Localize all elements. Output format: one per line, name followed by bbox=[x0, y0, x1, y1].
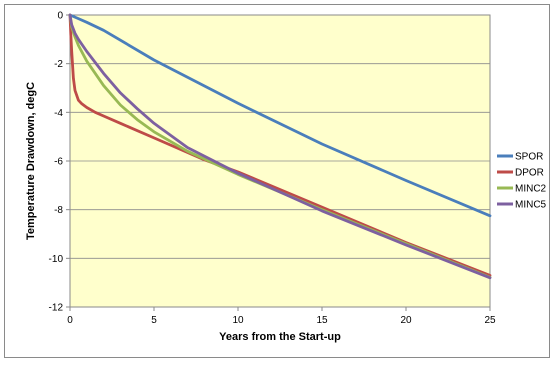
legend-label-minc2: MINC2 bbox=[515, 184, 547, 195]
y-tick-label: 0 bbox=[57, 11, 63, 22]
y-tick-label: -2 bbox=[54, 59, 63, 70]
x-axis-title: Years from the Start-up bbox=[219, 331, 341, 343]
x-tick-label: 10 bbox=[232, 315, 244, 326]
legend: SPOR DPOR MINC2 MINC5 bbox=[497, 152, 547, 211]
y-tick-label: -12 bbox=[49, 303, 64, 314]
x-tick-label: 15 bbox=[316, 315, 328, 326]
series-line-dpor bbox=[68, 13, 492, 277]
x-tick-label: 5 bbox=[151, 315, 157, 326]
legend-label-minc5: MINC5 bbox=[515, 200, 547, 211]
series-line-minc5 bbox=[68, 13, 492, 280]
y-tick-label: -4 bbox=[54, 108, 63, 119]
series-lines bbox=[68, 13, 492, 280]
legend-label-spor: SPOR bbox=[515, 152, 543, 163]
y-axis-title: Temperature Drawdown, degC bbox=[25, 82, 37, 240]
x-tick-label: 0 bbox=[67, 315, 73, 326]
series-line-spor bbox=[68, 13, 492, 218]
y-tick-label: -6 bbox=[54, 157, 63, 168]
legend-label-dpor: DPOR bbox=[515, 168, 544, 179]
y-tick-label: -10 bbox=[49, 254, 64, 265]
x-tick-label: 20 bbox=[400, 315, 412, 326]
x-tick-labels: 0 5 10 15 20 25 bbox=[67, 307, 496, 326]
y-tick-label: -8 bbox=[54, 205, 63, 216]
x-tick-label: 25 bbox=[484, 315, 496, 326]
y-tick-labels: 0 -2 -4 -6 -8 -10 -12 bbox=[49, 11, 70, 314]
